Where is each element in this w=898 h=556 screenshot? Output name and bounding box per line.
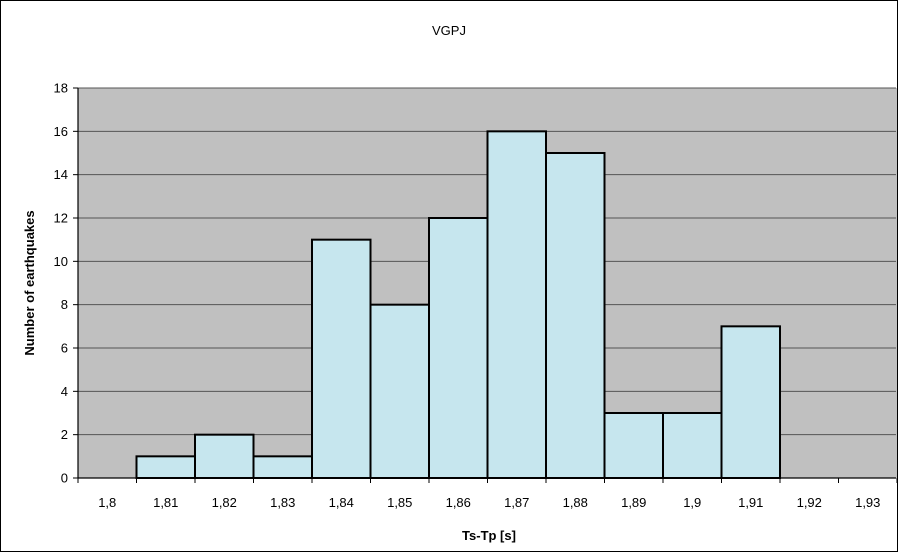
x-tick-label: 1,84	[329, 495, 354, 510]
bar-1-91	[720, 325, 781, 480]
x-tick-label: 1,89	[621, 495, 646, 510]
x-tick-labels: 1,8 1,81 1,82 1,83 1,84 1,85 1,86 1,87 1,88 1,89 1…	[98, 495, 880, 510]
x-tick-label: 1,92	[797, 495, 822, 510]
y-tick-label: 12	[54, 211, 68, 226]
y-tick-label: 0	[61, 471, 68, 486]
y-tick-labels: 0 2 4 6 8 10 12 14 16 18	[54, 81, 68, 486]
y-axis-label: Number of earthquakes	[22, 210, 37, 355]
bar-1-88	[545, 152, 606, 479]
x-tick-label: 1,9	[683, 495, 701, 510]
x-tick-label: 1,85	[387, 495, 412, 510]
x-tick-label: 1,81	[153, 495, 178, 510]
y-tick-label: 14	[54, 167, 68, 182]
bar-1-82	[194, 433, 255, 479]
x-tick-label: 1,91	[738, 495, 763, 510]
y-tick-label: 18	[54, 81, 68, 96]
bar-1-85	[369, 303, 430, 479]
y-tick-label: 4	[61, 384, 68, 399]
bar-1-86	[428, 217, 489, 479]
bar-1-83	[252, 455, 313, 480]
bar-1-87	[486, 130, 547, 479]
x-tick-label: 1,83	[270, 495, 295, 510]
bar-1-84	[311, 238, 372, 479]
x-tick-label: 1,93	[855, 495, 880, 510]
bar-1-9	[662, 412, 723, 479]
x-tick-label: 1,8	[98, 495, 116, 510]
y-tick-label: 8	[61, 297, 68, 312]
x-tick-label: 1,87	[504, 495, 529, 510]
x-tick-label: 1,86	[446, 495, 471, 510]
bar-1-81	[135, 455, 196, 480]
chart-title: VGPJ	[432, 23, 466, 38]
x-axis-label: Ts-Tp [s]	[462, 528, 516, 543]
bars	[135, 130, 781, 480]
bar-1-89	[603, 412, 664, 479]
y-tick-label: 2	[61, 427, 68, 442]
x-tick-label: 1,88	[563, 495, 588, 510]
y-tick-label: 6	[61, 341, 68, 356]
y-tick-label: 10	[54, 254, 68, 269]
y-tick-label: 16	[54, 124, 68, 139]
x-tick-label: 1,82	[212, 495, 237, 510]
